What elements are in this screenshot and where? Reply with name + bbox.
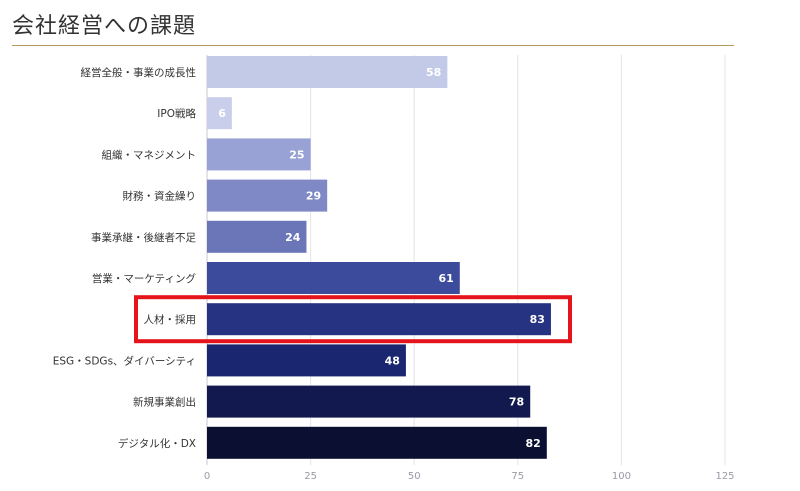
- bar: [207, 262, 460, 294]
- chart-title: 会社経営への課題: [12, 14, 197, 39]
- highlight-layer: [134, 295, 572, 344]
- bars: 58 6 25 29 24 61 83 48 78 82: [207, 56, 551, 459]
- x-tick-label: 50: [408, 471, 421, 482]
- bar-value-label: 78: [509, 396, 524, 409]
- category-label: 人材・採用: [144, 313, 197, 326]
- category-labels: 経営全般・事業の成長性 IPO戦略組織・マネジメント財務・資金繰り事業承継・後継者…: [53, 66, 197, 450]
- bar: [207, 97, 232, 130]
- x-tick-label: 25: [304, 471, 317, 482]
- category-label: 新規事業創出: [133, 396, 196, 409]
- x-axis-ticks: 0 25 50 75 100 125: [204, 471, 735, 482]
- bar: [207, 56, 448, 88]
- bar-value-label: 6: [218, 107, 226, 120]
- bar-value-label: 83: [530, 313, 545, 326]
- bar-value-label: 58: [426, 66, 441, 79]
- bar-value-label: 24: [285, 231, 301, 244]
- bar: [207, 303, 551, 336]
- category-label: 経営全般・事業の成長性: [81, 66, 197, 79]
- category-label: 組織・マネジメント: [102, 148, 197, 161]
- bar: [207, 138, 311, 171]
- highlight-box: [134, 295, 572, 344]
- bar-value-label: 25: [289, 148, 304, 161]
- bar-value-label: 48: [385, 354, 400, 367]
- bar: [207, 220, 307, 253]
- x-tick-label: 100: [612, 471, 631, 482]
- category-label: デジタル化・DX: [118, 437, 196, 450]
- bar: [207, 426, 547, 459]
- category-label: 事業承継・後継者不足: [91, 231, 196, 244]
- bar: [207, 385, 531, 418]
- x-tick-label: 0: [204, 471, 210, 482]
- bar: [207, 344, 406, 377]
- x-tick-label: 75: [511, 471, 524, 482]
- category-label: 営業・マーケティング: [92, 272, 197, 285]
- x-tick-label: 125: [715, 471, 734, 482]
- bar-value-label: 82: [525, 437, 540, 450]
- category-label: 財務・資金繰り: [123, 190, 197, 203]
- bar-value-label: 61: [438, 272, 453, 285]
- category-label: IPO戦略: [157, 107, 196, 120]
- title-underline: [12, 45, 734, 46]
- bar-value-label: 29: [306, 190, 321, 203]
- category-label: ESG・SDGs、ダイバーシティ: [53, 354, 196, 367]
- bar: [207, 179, 328, 212]
